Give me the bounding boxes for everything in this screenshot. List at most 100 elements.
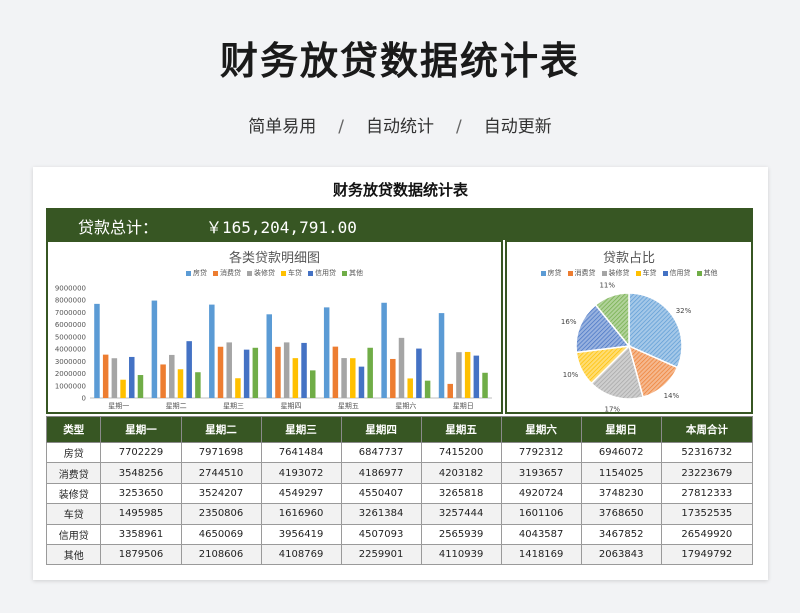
column-header: 星期六 (500, 416, 582, 443)
x-tick-label: 星期三 (223, 402, 244, 410)
table-cell: 2565939 (420, 523, 502, 545)
pie-chart-panel: 贷款占比 房贷 消费贷 装修贷 车贷 信用贷 其他 32% 14% 17% 10% 16% 11% (505, 240, 753, 414)
legend-label: 装修贷 (608, 269, 630, 277)
bar (226, 342, 232, 398)
row-type-cell: 消费贷 (45, 462, 102, 484)
sheet-title: 财务放贷数据统计表 (332, 181, 468, 199)
column-header: 星期日 (580, 416, 662, 443)
bar (217, 346, 224, 398)
bar (424, 380, 431, 398)
table-cell: 1601106 (500, 503, 582, 525)
bar (177, 369, 184, 398)
table-cell: 7792312 (500, 441, 582, 464)
table-cell: 1154025 (580, 462, 662, 484)
pie-legend-item: 其他 (696, 268, 718, 278)
pie-legend-item: 信用贷 (662, 268, 691, 278)
legend-label: 车贷 (288, 269, 302, 277)
row-type-cell: 信用贷 (45, 523, 102, 545)
table-header-row: 类型 星期一 星期二 星期三 星期四 星期五 星期六 星期日 本周合计 (45, 416, 754, 443)
table-cell: 3524207 (180, 482, 262, 505)
bar (367, 347, 373, 398)
pie-legend-item: 装修贷 (601, 268, 630, 278)
row-type-cell: 房贷 (45, 441, 102, 464)
bar (94, 303, 100, 398)
table-cell: 3548256 (100, 462, 182, 484)
table-cell: 3257444 (420, 503, 502, 525)
legend-label: 房贷 (547, 269, 562, 277)
bar (438, 313, 445, 398)
table-row: 消费贷 3548256 2744510 4193072 4186977 4203182 31… (45, 462, 754, 484)
pie-legend-item: 消费贷 (567, 268, 596, 278)
separator: / (456, 117, 462, 137)
bar-legend-item: 车贷 (281, 268, 302, 278)
column-header: 星期三 (260, 416, 342, 443)
y-tick-label: 0 (82, 395, 86, 403)
bar-legend-item: 消费贷 (213, 268, 241, 278)
y-tick-label: 9000000 (55, 285, 86, 293)
bar (266, 314, 272, 398)
bar (137, 375, 144, 398)
column-header: 星期二 (180, 416, 262, 443)
table-cell: 52316732 (660, 441, 754, 464)
table-cell: 4203182 (420, 462, 502, 484)
bar (169, 354, 175, 398)
table-cell: 6946072 (580, 441, 662, 464)
page-title: 财务放贷数据统计表 (219, 39, 580, 83)
table-cell: 7702229 (100, 441, 182, 464)
table-row: 房贷 7702229 7971698 7641484 6847737 7415200 779… (45, 441, 754, 464)
bar (482, 372, 488, 398)
bar (332, 346, 339, 398)
total-label: 贷款总计： (78, 218, 159, 237)
bar-legend-item: 其他 (342, 268, 363, 278)
table-cell: 3193657 (500, 462, 582, 484)
legend-swatch (567, 270, 573, 276)
table-row: 其他 1879506 2108606 4108769 2259901 4110939 141… (45, 543, 754, 566)
pie-data-label: 17% (604, 405, 620, 412)
bar (275, 346, 281, 398)
bar (407, 378, 413, 398)
legend-label: 消费贷 (220, 269, 241, 277)
pie-data-label: 16% (561, 318, 577, 326)
legend-label: 其他 (349, 269, 363, 277)
column-header: 星期一 (100, 416, 182, 443)
pie-data-label: 14% (664, 392, 680, 400)
feature-line: 简单易用 / 自动统计 / 自动更新 (0, 112, 800, 137)
legend-swatch (213, 270, 218, 276)
table-cell: 17949792 (660, 543, 754, 566)
table-cell: 27812333 (660, 482, 754, 505)
column-header: 类型 (45, 416, 102, 443)
table-cell: 6847737 (340, 441, 422, 464)
table-cell: 3265818 (420, 482, 502, 505)
pie-slice (594, 292, 630, 349)
bar (111, 358, 118, 398)
table-cell: 4193072 (260, 462, 342, 484)
y-tick-label: 7000000 (55, 309, 86, 317)
table-cell: 1616960 (260, 503, 342, 525)
table-cell: 4507093 (340, 523, 422, 545)
legend-label: 信用贷 (669, 269, 691, 277)
bar (151, 300, 158, 398)
loan-table: 类型 星期一 星期二 星期三 星期四 星期五 星期六 星期日 本周合计 房贷 7702229 797… (45, 416, 754, 566)
x-tick-label: 星期五 (338, 402, 359, 410)
bar (292, 358, 299, 398)
bar (350, 358, 356, 398)
table-cell: 2259901 (340, 543, 422, 566)
table-row: 信用贷 3358961 4650069 3956419 4507093 2565939 40… (45, 523, 754, 545)
legend-swatch (540, 270, 546, 276)
feature-easy: 简单易用 (248, 117, 317, 137)
table-cell: 4920724 (500, 482, 582, 505)
table-cell: 7641484 (260, 441, 342, 464)
pie-chart-legend: 房贷 消费贷 装修贷 车贷 信用贷 其他 (507, 268, 751, 278)
row-type-cell: 车贷 (45, 503, 102, 525)
table-cell: 1418169 (500, 543, 582, 566)
bar (390, 358, 396, 398)
pie-data-label: 11% (599, 281, 615, 289)
bar (447, 383, 453, 398)
table-cell: 3748230 (580, 482, 662, 505)
pie-chart-title: 贷款占比 (602, 251, 655, 266)
x-tick-label: 星期一 (108, 402, 129, 410)
legend-label: 其他 (703, 269, 718, 277)
feature-auto-stats: 自动统计 (366, 117, 434, 137)
bar (102, 354, 109, 398)
y-tick-label: 6000000 (55, 321, 86, 329)
